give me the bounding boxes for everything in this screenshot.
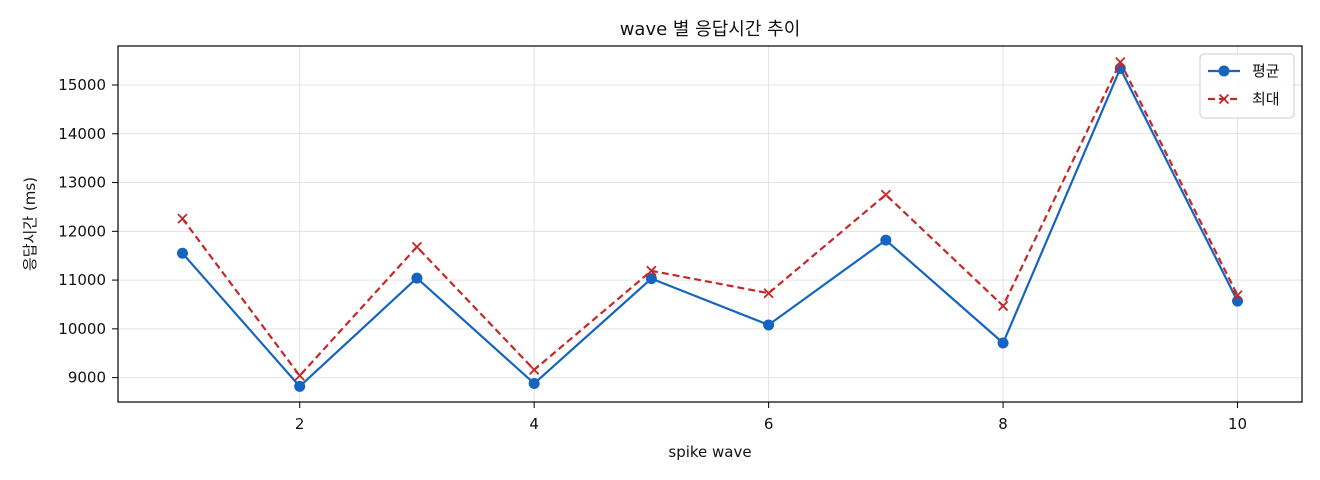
data-point (880, 234, 892, 246)
data-point (763, 319, 775, 331)
series-layer (176, 56, 1244, 392)
data-point (1115, 56, 1126, 68)
y-tick-label: 12000 (58, 222, 106, 240)
legend-marker (1218, 65, 1230, 77)
legend-item: 최대 (1208, 90, 1280, 108)
y-axis-label: 응답시간 (ms) (21, 177, 39, 271)
data-point (646, 265, 657, 276)
x-tick-label: 8 (998, 415, 1008, 433)
series-1 (176, 62, 1244, 392)
x-axis-label: spike wave (668, 443, 751, 461)
x-tick-label: 10 (1228, 415, 1247, 433)
grid (118, 46, 1302, 402)
data-point (411, 241, 423, 253)
y-tick-label: 15000 (58, 76, 106, 94)
chart-title: wave 별 응답시간 추이 (620, 19, 801, 40)
data-point (997, 337, 1009, 349)
data-point (177, 213, 188, 224)
axis-ticks: 2 4 6 8 10 9000 10000 11000 12000 13000 14000 15000 (58, 76, 1247, 433)
data-point (529, 364, 540, 375)
x-tick-label: 2 (295, 415, 305, 433)
y-tick-label: 9000 (68, 369, 106, 387)
data-point (411, 272, 423, 284)
y-tick-label: 10000 (58, 320, 106, 338)
data-point (528, 377, 540, 389)
series-line (181, 67, 1239, 388)
series-line (181, 60, 1239, 377)
legend-marker (1218, 93, 1230, 105)
data-point (880, 189, 891, 200)
x-tick-label: 4 (529, 415, 539, 433)
legend-item: 평균 (1208, 62, 1280, 80)
data-point (176, 247, 188, 259)
data-point (1232, 295, 1244, 307)
legend-label: 평균 (1252, 62, 1280, 80)
x-tick-label: 6 (764, 415, 774, 433)
data-point (294, 380, 306, 392)
data-point (645, 273, 657, 285)
y-tick-label: 13000 (58, 174, 106, 192)
data-point (1232, 290, 1243, 301)
series-2 (177, 56, 1243, 381)
y-tick-label: 11000 (58, 271, 106, 289)
data-point (294, 370, 305, 381)
plot-frame (117, 45, 1303, 403)
data-point (763, 288, 774, 299)
data-point (997, 300, 1009, 312)
legend-label: 최대 (1252, 90, 1280, 108)
legend-box (1199, 53, 1295, 119)
y-tick-label: 14000 (58, 125, 106, 143)
